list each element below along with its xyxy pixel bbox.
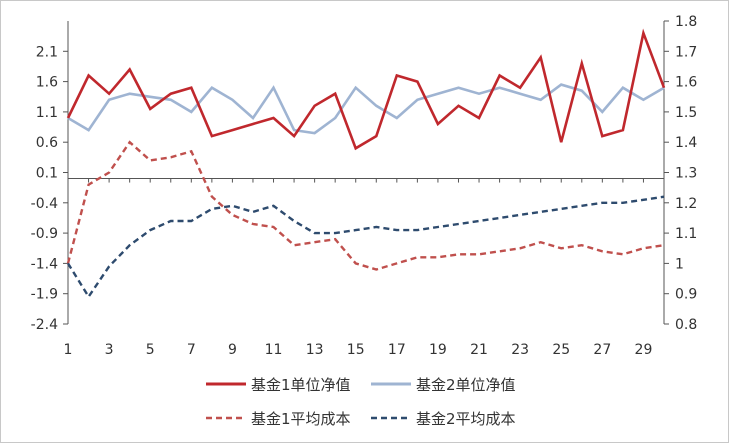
x-tick-label: 11 <box>265 342 283 358</box>
y-left-tick-label: 1.6 <box>36 75 58 91</box>
x-tick-label: 27 <box>593 342 611 358</box>
y-left-tick-label: 0.1 <box>36 166 58 182</box>
x-tick-label: 9 <box>228 342 237 358</box>
y-right-tick-label: 1.1 <box>675 226 697 242</box>
y-left-tick-label: 0.6 <box>36 135 58 151</box>
series-line-4 <box>66 195 665 299</box>
y-left-tick-label: -0.9 <box>31 226 58 242</box>
y-left-tick-label: -2.4 <box>31 317 58 333</box>
x-tick-label: 29 <box>635 342 653 358</box>
y-right-tick-label: 1 <box>675 256 684 272</box>
x-tick-label: 1 <box>64 342 73 358</box>
y-left-tick-label: 2.1 <box>36 44 58 60</box>
x-tick-label: 13 <box>306 342 324 358</box>
series-line-3 <box>66 140 665 271</box>
y-right-tick-label: 0.9 <box>675 287 697 303</box>
series-line-1 <box>66 28 666 151</box>
x-tick-label: 21 <box>470 342 488 358</box>
x-tick-label: 15 <box>347 342 365 358</box>
y-right-tick-label: 1.3 <box>675 166 697 182</box>
y-left-tick-label: -1.4 <box>31 256 58 272</box>
x-tick-label: 25 <box>552 342 570 358</box>
x-tick-label: 17 <box>388 342 406 358</box>
y-right-tick-label: 0.8 <box>675 317 697 333</box>
y-right-tick-label: 1.7 <box>675 44 697 60</box>
series-line-2 <box>67 83 665 135</box>
series-lines <box>66 28 666 299</box>
legend-label-2: 基金2单位净值 <box>416 376 516 394</box>
y-right-tick-label: 1.4 <box>675 135 697 151</box>
legend-label-3: 基金1平均成本 <box>251 410 351 428</box>
legend-label-1: 基金1单位净值 <box>251 376 351 394</box>
y-right-tick-label: 1.8 <box>675 14 697 30</box>
y-left-tick-label: -0.4 <box>31 196 58 212</box>
x-tick-label: 7 <box>187 342 196 358</box>
x-tick-label: 19 <box>429 342 447 358</box>
legend-label-4: 基金2平均成本 <box>416 410 516 428</box>
x-tick-label: 23 <box>511 342 529 358</box>
axes: -2.4 -1.9 -1.4 -0.9 -0.4 0.1 0.6 1.1 1.6 2.1 0.8 0.… <box>31 14 698 358</box>
y-left-tick-label: -1.9 <box>31 287 58 303</box>
y-left-tick-label: 1.1 <box>36 105 58 121</box>
y-right-tick-label: 1.2 <box>675 196 697 212</box>
x-tick-label: 5 <box>146 342 155 358</box>
y-right-tick-label: 1.6 <box>675 75 697 91</box>
y-right-tick-label: 1.5 <box>675 105 697 121</box>
x-tick-label: 3 <box>105 342 114 358</box>
